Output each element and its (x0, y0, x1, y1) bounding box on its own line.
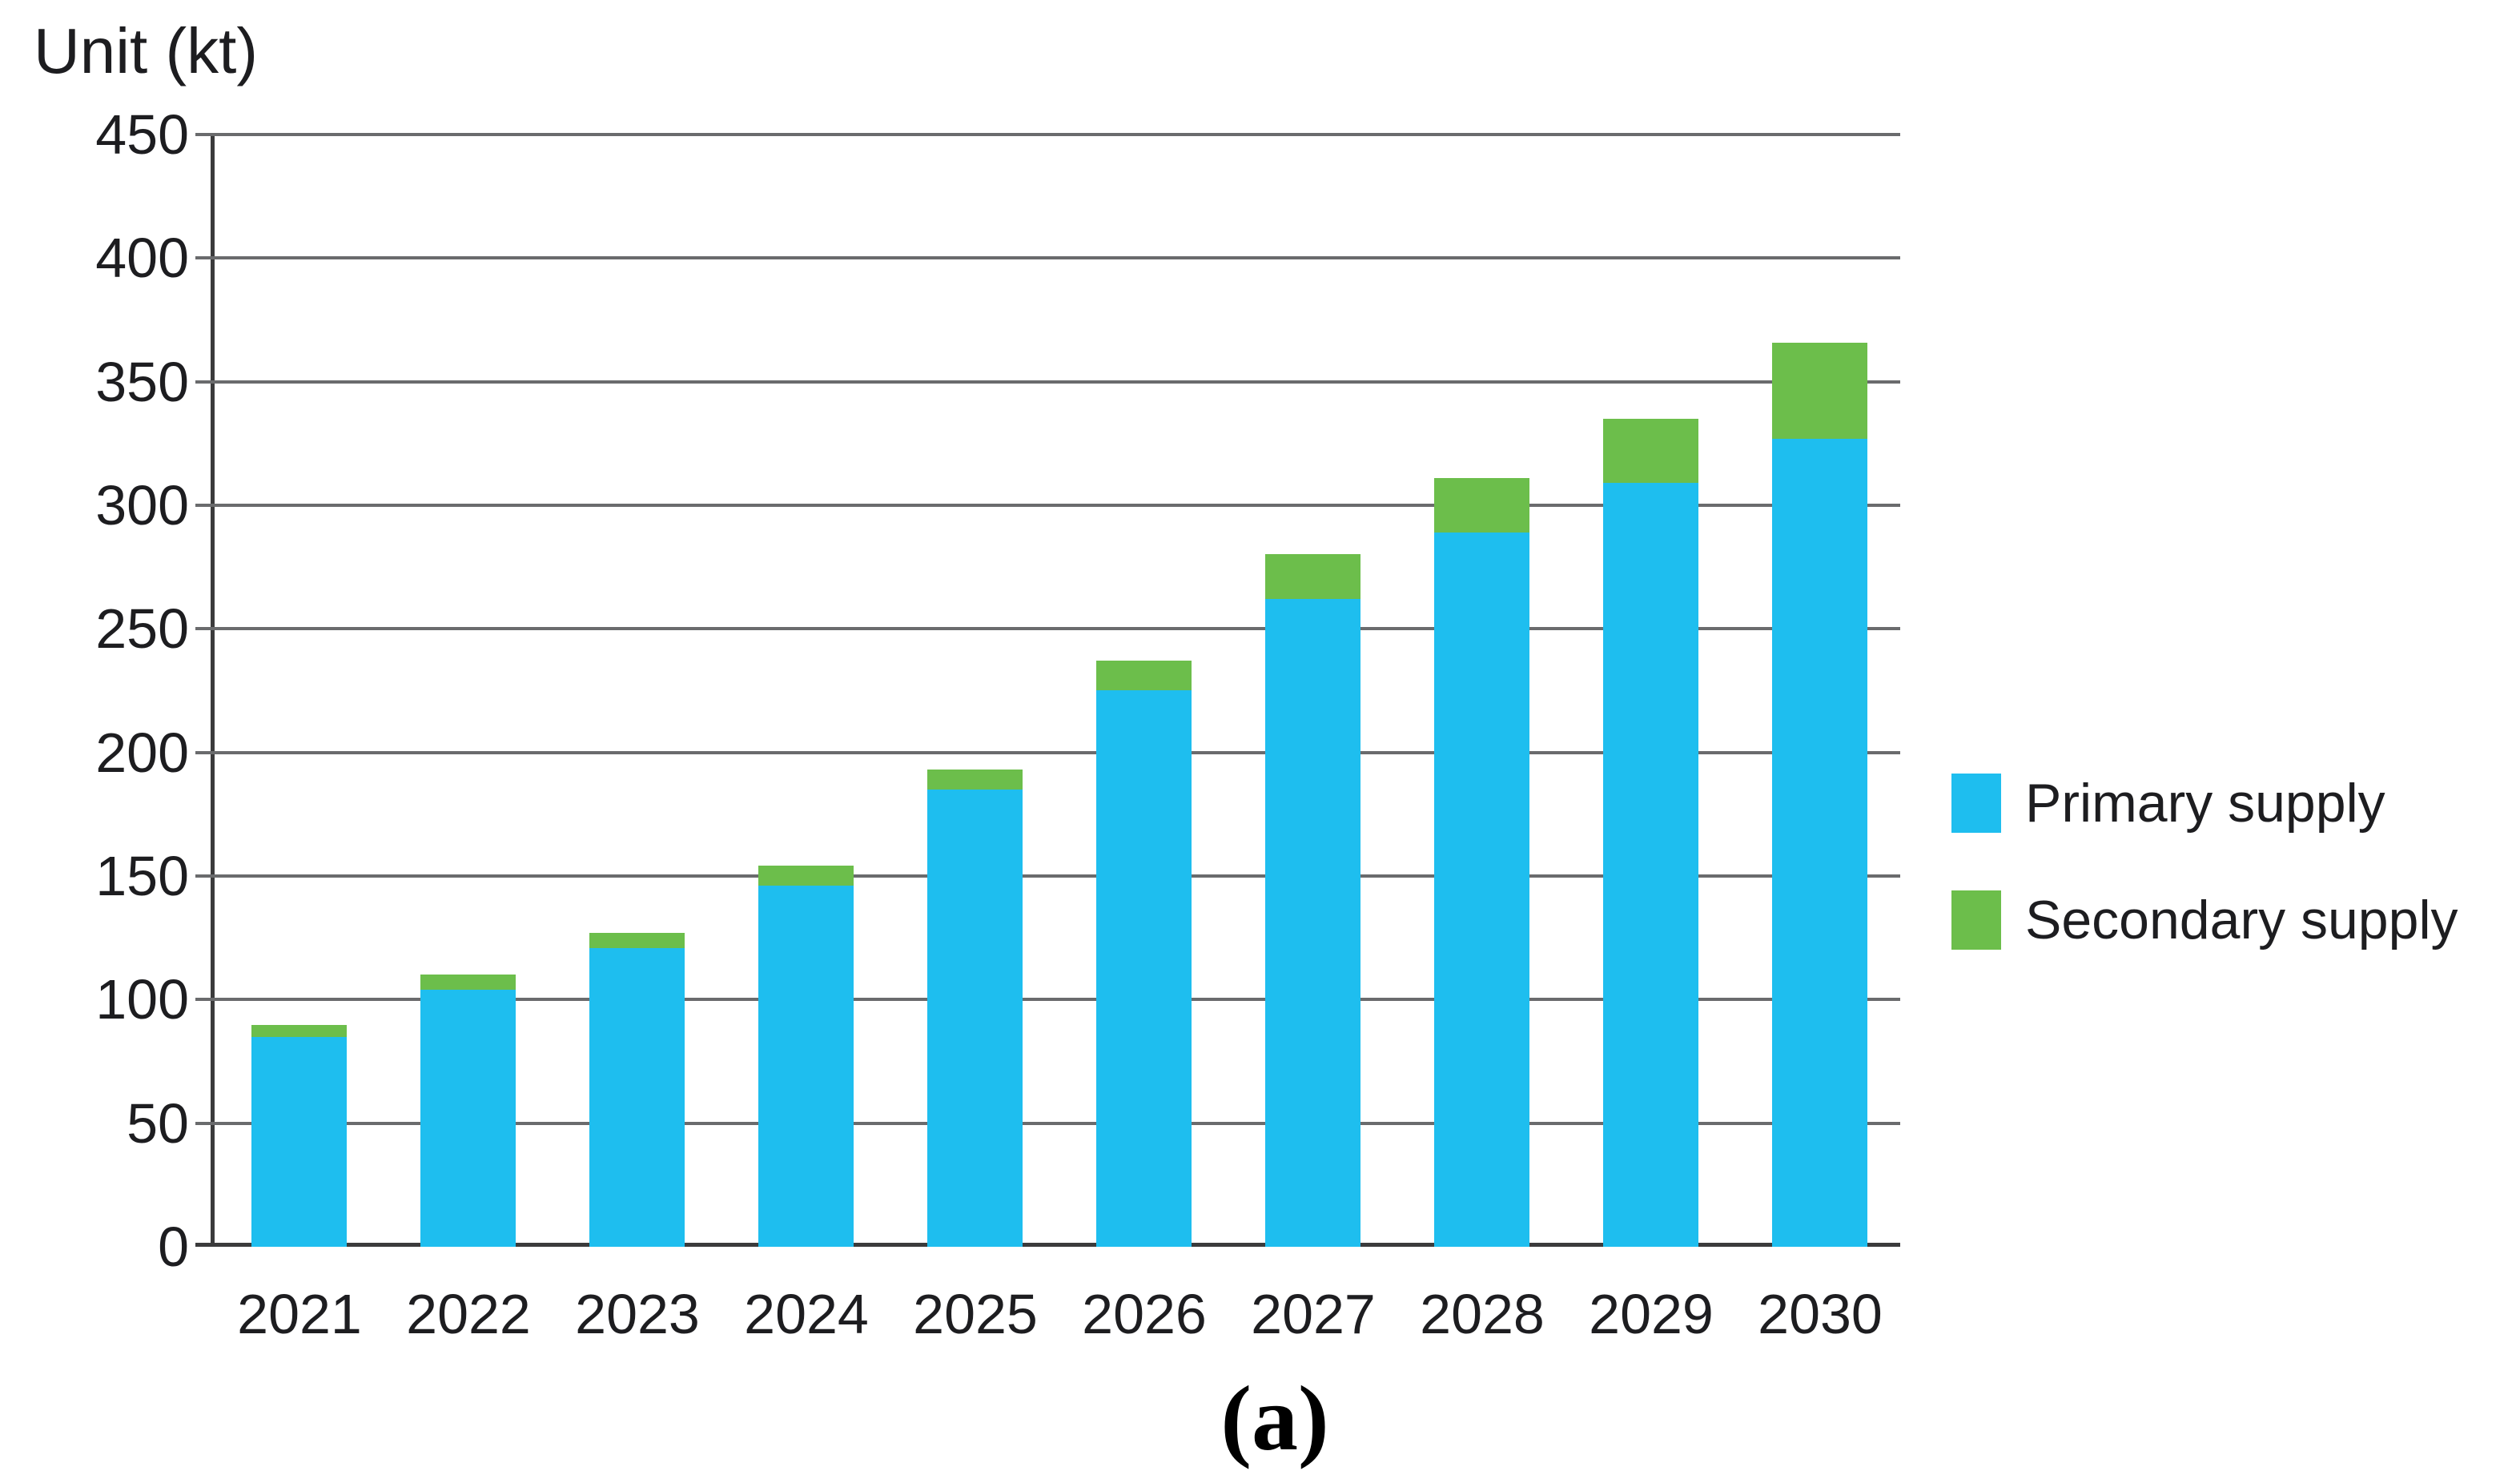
gridline (195, 627, 1900, 630)
bar-segment-primary-2027 (1265, 599, 1360, 1247)
x-axis-label: 2027 (1251, 1283, 1376, 1345)
bar-segment-primary-2025 (927, 790, 1023, 1247)
bar-segment-secondary-2027 (1265, 554, 1360, 599)
y-axis-tick-label: 400 (95, 227, 189, 289)
gridline (195, 256, 1900, 259)
legend: Primary supply Secondary supply (1951, 769, 2458, 1003)
bar-segment-primary-2021 (251, 1037, 347, 1247)
x-axis-label: 2024 (744, 1283, 869, 1345)
figure-caption: (a) (1220, 1368, 1329, 1470)
legend-label-primary: Primary supply (2025, 773, 2385, 834)
bar-segment-secondary-2029 (1603, 419, 1698, 483)
bar-segment-primary-2023 (589, 948, 685, 1247)
bar-segment-primary-2026 (1096, 690, 1192, 1247)
bar-segment-secondary-2026 (1096, 661, 1192, 690)
bar-segment-secondary-2024 (758, 866, 854, 886)
x-axis-label: 2022 (406, 1283, 531, 1345)
x-axis-label: 2028 (1420, 1283, 1545, 1345)
bar-segment-primary-2028 (1434, 533, 1529, 1247)
bar-segment-secondary-2025 (927, 770, 1023, 790)
gridline (195, 874, 1900, 878)
x-axis-line (195, 1243, 1900, 1247)
gridline (195, 380, 1900, 384)
legend-label-secondary: Secondary supply (2025, 890, 2458, 950)
bar-segment-secondary-2021 (251, 1025, 347, 1037)
legend-marker-secondary (1951, 890, 2001, 950)
y-axis-tick-label: 0 (158, 1216, 189, 1278)
y-axis-tick-label: 150 (95, 845, 189, 907)
y-axis-tick-label: 100 (95, 968, 189, 1031)
gridline (195, 133, 1900, 136)
bar-segment-primary-2022 (420, 990, 516, 1247)
x-axis-label: 2025 (913, 1283, 1038, 1345)
bar-segment-primary-2030 (1772, 439, 1867, 1247)
bar-segment-secondary-2028 (1434, 478, 1529, 533)
legend-item-secondary: Secondary supply (1951, 886, 2458, 955)
legend-item-primary: Primary supply (1951, 769, 2458, 838)
x-axis-label: 2030 (1758, 1283, 1883, 1345)
y-axis-tick-label: 300 (95, 474, 189, 537)
bar-segment-secondary-2022 (420, 975, 516, 990)
gridline (195, 751, 1900, 754)
bar-segment-secondary-2030 (1772, 343, 1867, 439)
gridline (195, 504, 1900, 507)
bar-segment-primary-2024 (758, 886, 854, 1247)
x-axis-label: 2021 (237, 1283, 362, 1345)
gridline (195, 998, 1900, 1001)
x-axis-label: 2026 (1082, 1283, 1207, 1345)
plot-area: 0 50 100 150 200 250 300 350 400 450 2021 2022 2023 2… (95, 103, 1900, 1345)
y-axis-tick-label: 200 (95, 721, 189, 784)
y-axis-tick-label: 450 (95, 103, 189, 166)
y-axis-title: Unit (kt) (34, 15, 258, 86)
x-axis-label: 2023 (575, 1283, 700, 1345)
bar-segment-secondary-2023 (589, 933, 685, 948)
gridline (195, 1122, 1900, 1125)
x-axis-label: 2029 (1589, 1283, 1714, 1345)
y-axis-tick-label: 350 (95, 351, 189, 413)
y-axis-tick-label: 250 (95, 597, 189, 660)
bar-segment-primary-2029 (1603, 483, 1698, 1247)
y-axis-tick-label: 50 (127, 1092, 189, 1155)
legend-marker-primary (1951, 774, 2001, 833)
